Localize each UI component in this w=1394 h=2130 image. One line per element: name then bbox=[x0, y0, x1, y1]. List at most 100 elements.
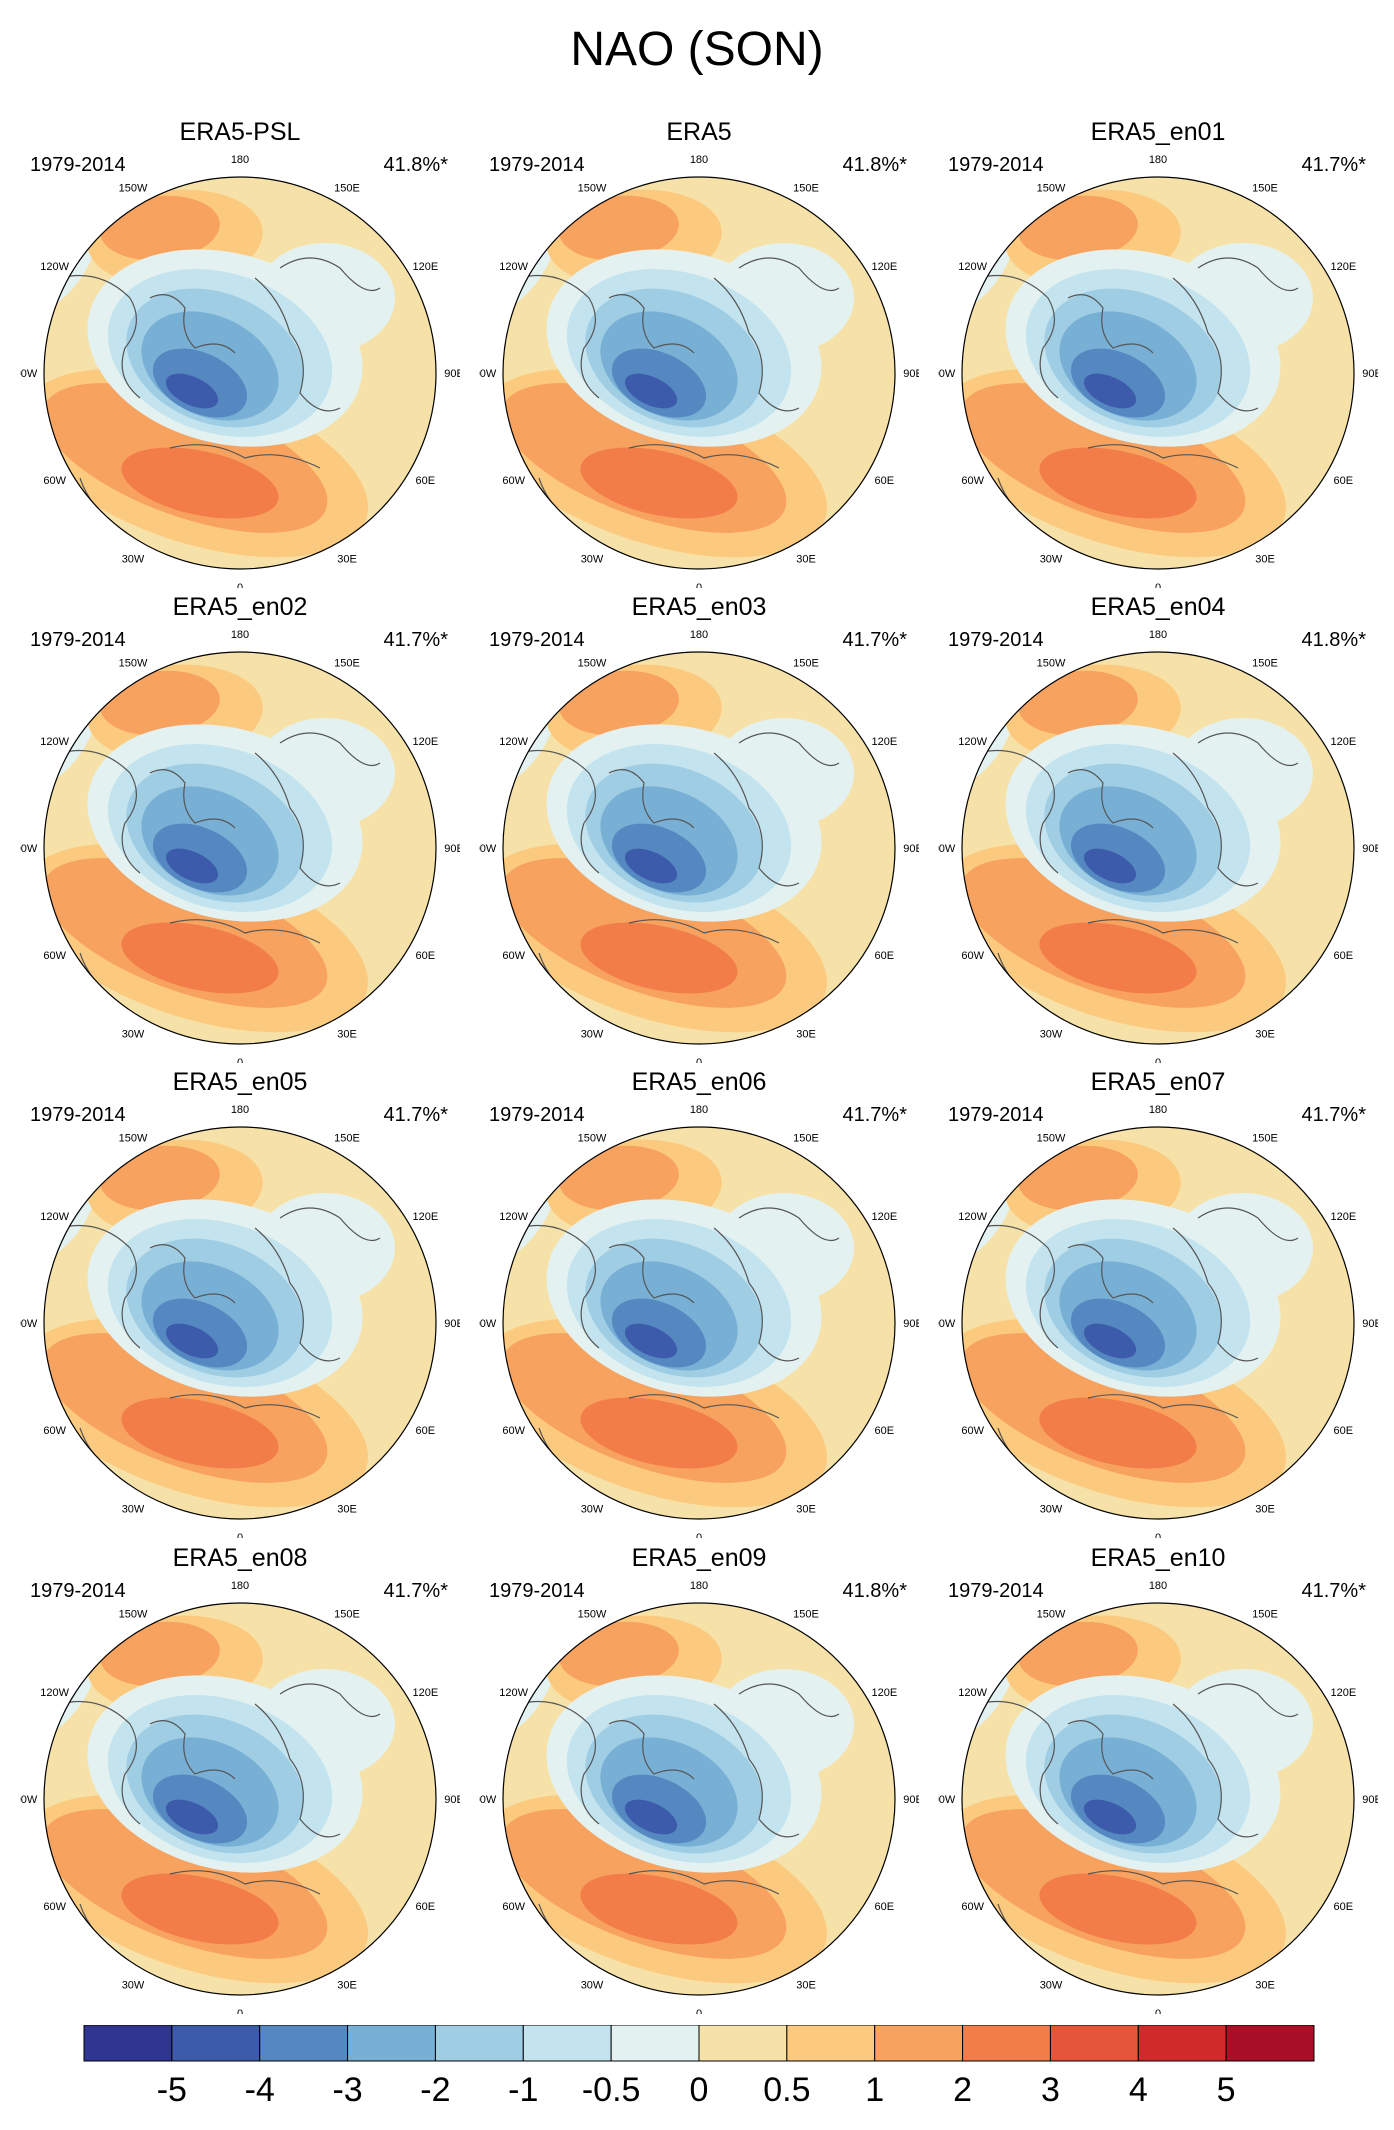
longitude-label: 90W bbox=[20, 843, 38, 855]
longitude-label: 150W bbox=[578, 1133, 607, 1145]
pos-2-region bbox=[559, 195, 679, 261]
pos-3-region bbox=[121, 1397, 279, 1469]
colorbar-swatch bbox=[171, 2025, 261, 2062]
field-shading bbox=[44, 1603, 436, 1995]
colorbar-tick-label: -4 bbox=[245, 2071, 275, 2109]
coastline bbox=[1197, 1683, 1299, 1718]
longitude-label: 150W bbox=[119, 658, 148, 670]
pos-2-region bbox=[559, 1621, 679, 1687]
coastline bbox=[713, 752, 800, 887]
longitude-label: 30W bbox=[1040, 1979, 1063, 1991]
colorbar-swatch bbox=[522, 2025, 612, 2062]
figure-title: NAO (SON) bbox=[570, 23, 824, 76]
longitude-label: 60E bbox=[875, 1425, 895, 1437]
longitude-label: 180 bbox=[690, 629, 708, 641]
coastline bbox=[1067, 769, 1154, 829]
longitude-label: 120W bbox=[40, 261, 69, 273]
coastline bbox=[1087, 444, 1239, 469]
coastline bbox=[608, 769, 695, 829]
neg-5-region bbox=[165, 373, 219, 409]
longitude-label: 150E bbox=[334, 658, 360, 670]
longitude-label: 30W bbox=[122, 1979, 145, 1991]
pos-3-region bbox=[1039, 1397, 1197, 1469]
longitude-label: 90E bbox=[444, 1318, 460, 1330]
longitude-label: 120E bbox=[412, 736, 438, 748]
neg-5-region bbox=[624, 1323, 678, 1359]
coastline bbox=[977, 274, 1059, 399]
longitude-label: 30E bbox=[796, 1503, 816, 1515]
colorbar-swatch bbox=[962, 2025, 1051, 2062]
coastline bbox=[59, 1700, 141, 1825]
colorbar: -5 -4 -3 -2 -1 -0.5 0 0.5 1 2 3 4 5 bbox=[83, 2025, 1315, 2109]
panel-period: 1979-2014 bbox=[948, 154, 1044, 176]
coastline bbox=[608, 1720, 695, 1780]
longitude-label: 90E bbox=[1362, 368, 1378, 380]
longitude-label: 180 bbox=[1149, 154, 1167, 166]
longitude-label: 180 bbox=[231, 629, 249, 641]
coastline bbox=[628, 1394, 780, 1419]
longitude-label: 30E bbox=[1255, 1028, 1275, 1040]
panel-period: 1979-2014 bbox=[948, 1104, 1044, 1126]
map-panel: ERA5_en10 1979-2014 41.7%* 180 150E 120E 90E 60… bbox=[938, 1544, 1378, 2014]
colorbar-swatch bbox=[83, 2025, 173, 2062]
panel-title: ERA5_en01 bbox=[1090, 118, 1226, 146]
longitude-label: 0 bbox=[237, 1532, 243, 1538]
longitude-label: 0 bbox=[696, 2008, 702, 2014]
longitude-label: 90W bbox=[938, 843, 956, 855]
pos-2-region bbox=[100, 1145, 220, 1211]
longitude-label: 150W bbox=[1037, 183, 1066, 195]
field-shading bbox=[503, 652, 895, 1044]
map-boundary bbox=[961, 651, 1355, 1045]
coastline bbox=[713, 1227, 800, 1362]
longitude-label: 0 bbox=[237, 582, 243, 588]
neg-5-region bbox=[1083, 1323, 1137, 1359]
longitude-label: 90W bbox=[938, 368, 956, 380]
longitude-label: 0 bbox=[696, 1057, 702, 1063]
panel-explained-variance: 41.8%* bbox=[842, 1580, 908, 1602]
longitude-label: 0 bbox=[696, 582, 702, 588]
longitude-label: 60E bbox=[875, 475, 895, 487]
panel-title: ERA5_en04 bbox=[1090, 593, 1226, 621]
panel-title: ERA5_en02 bbox=[172, 593, 308, 621]
pos-2-region bbox=[1018, 670, 1138, 736]
longitude-label: 60E bbox=[1334, 1425, 1354, 1437]
longitude-label: 30E bbox=[337, 1028, 357, 1040]
field-shading bbox=[962, 1603, 1354, 1995]
longitude-label: 60E bbox=[416, 475, 436, 487]
longitude-label: 60W bbox=[502, 1425, 525, 1437]
coastline bbox=[149, 294, 236, 354]
longitude-label: 30W bbox=[122, 553, 145, 565]
longitude-label: 150E bbox=[793, 183, 819, 195]
longitude-label: 90W bbox=[479, 1318, 497, 1330]
field-shading bbox=[962, 177, 1354, 569]
longitude-label: 60W bbox=[961, 1425, 984, 1437]
longitude-label: 120E bbox=[871, 1687, 897, 1699]
coastline bbox=[608, 1244, 695, 1304]
panel-explained-variance: 41.7%* bbox=[1301, 1580, 1367, 1602]
longitude-label: 180 bbox=[690, 1104, 708, 1116]
longitude-label: 30W bbox=[581, 553, 604, 565]
coastline bbox=[169, 919, 321, 944]
longitude-label: 150W bbox=[119, 183, 148, 195]
longitude-label: 30E bbox=[1255, 1503, 1275, 1515]
pos-2-region bbox=[1018, 1145, 1138, 1211]
colorbar-tick-label: 2 bbox=[953, 2071, 972, 2109]
longitude-label: 60W bbox=[502, 950, 525, 962]
map-boundary bbox=[961, 176, 1355, 570]
polar-map: 180 150E 120E 90E 60E 30E 0 30W 60W 90W 120W 150W bbox=[938, 629, 1378, 1063]
field-shading bbox=[503, 177, 895, 569]
longitude-label: 60W bbox=[502, 475, 525, 487]
longitude-label: 60E bbox=[416, 1901, 436, 1913]
coastline bbox=[1197, 732, 1299, 767]
longitude-label: 120E bbox=[1330, 1687, 1356, 1699]
pos-2-region bbox=[559, 1145, 679, 1211]
map-boundary bbox=[43, 1602, 437, 1996]
coastline bbox=[59, 274, 141, 399]
panel-explained-variance: 41.7%* bbox=[842, 629, 908, 651]
longitude-label: 180 bbox=[231, 1104, 249, 1116]
coastline bbox=[169, 1870, 321, 1895]
longitude-label: 60W bbox=[961, 475, 984, 487]
neg-5-region bbox=[624, 1799, 678, 1835]
longitude-label: 150E bbox=[334, 1133, 360, 1145]
longitude-label: 150W bbox=[578, 1609, 607, 1621]
